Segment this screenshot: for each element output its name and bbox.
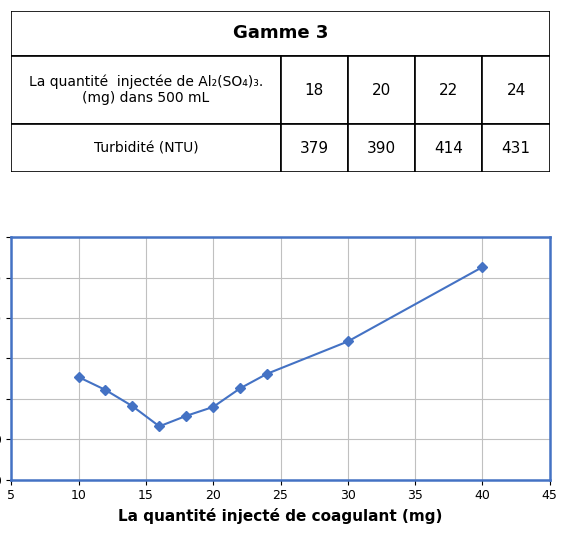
- Text: La quantité  injectée de Al₂(SO₄)₃.
(mg) dans 500 mL: La quantité injectée de Al₂(SO₄)₃. (mg) …: [29, 75, 263, 105]
- Text: Turbidité (NTU): Turbidité (NTU): [94, 141, 198, 155]
- FancyBboxPatch shape: [348, 124, 415, 172]
- Text: 18: 18: [305, 82, 324, 98]
- Text: 431: 431: [502, 141, 531, 156]
- FancyBboxPatch shape: [482, 124, 550, 172]
- Text: 20: 20: [372, 82, 391, 98]
- FancyBboxPatch shape: [11, 124, 280, 172]
- FancyBboxPatch shape: [348, 56, 415, 124]
- Text: Gamme 3: Gamme 3: [233, 24, 328, 43]
- Text: 22: 22: [439, 82, 458, 98]
- FancyBboxPatch shape: [280, 124, 348, 172]
- X-axis label: La quantité injecté de coagulant (mg): La quantité injecté de coagulant (mg): [118, 508, 443, 524]
- FancyBboxPatch shape: [11, 56, 280, 124]
- FancyBboxPatch shape: [482, 56, 550, 124]
- Text: 414: 414: [434, 141, 463, 156]
- Text: 390: 390: [367, 141, 396, 156]
- FancyBboxPatch shape: [415, 124, 482, 172]
- Text: 24: 24: [507, 82, 526, 98]
- FancyBboxPatch shape: [11, 11, 550, 56]
- FancyBboxPatch shape: [415, 56, 482, 124]
- FancyBboxPatch shape: [280, 56, 348, 124]
- Text: 379: 379: [300, 141, 329, 156]
